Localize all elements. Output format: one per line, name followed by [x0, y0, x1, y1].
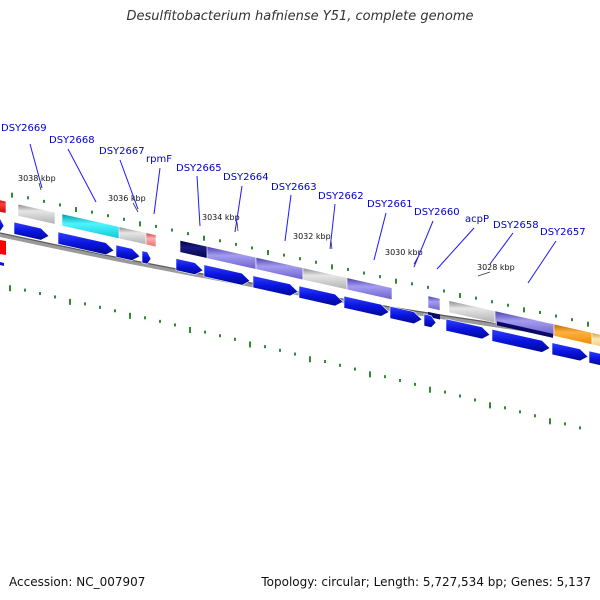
gene-label: DSY2660: [414, 207, 460, 218]
kbp-label: 3028 kbp: [477, 263, 515, 272]
gene-leader-line: [119, 159, 139, 210]
gene-leader-line: [436, 227, 475, 270]
cds-arrow: [141, 250, 152, 265]
kbp-leader: [477, 271, 491, 277]
gene-label: DSY2658: [493, 220, 539, 231]
cds-arrow: [175, 258, 204, 275]
kbp-leader: [236, 221, 239, 232]
gene-feature-bar: [0, 240, 6, 255]
kbp-label: 3036 kbp: [108, 194, 146, 203]
gene-leader-line: [153, 167, 161, 215]
cds-arrow: [115, 244, 141, 261]
kbp-label: 3038 kbp: [18, 174, 56, 183]
gene-leader-line: [29, 143, 43, 189]
gene-label: DSY2662: [318, 191, 364, 202]
gene-leader-line: [67, 148, 97, 203]
cds-arrow: [13, 221, 50, 241]
cds-arrow: [491, 328, 551, 353]
gene-feature-bar: [427, 295, 441, 311]
gene-feature-bar: [302, 267, 348, 291]
kbp-leader: [132, 202, 139, 213]
gene-label: DSY2664: [223, 172, 269, 183]
kbp-label: 3032 kbp: [293, 232, 331, 241]
gene-label: DSY2661: [367, 199, 413, 210]
cds-arrow: [57, 231, 115, 256]
gene-leader-line: [413, 220, 434, 268]
gene-feature-bar: [428, 311, 440, 320]
gene-label: DSY2663: [271, 182, 317, 193]
cds-arrow: [0, 262, 4, 266]
gene-label: DSY2669: [1, 123, 47, 134]
cds-arrow: [551, 342, 589, 362]
cds-arrow: [588, 350, 600, 366]
gene-label: acpP: [465, 214, 489, 225]
gene-label: DSY2665: [176, 163, 222, 174]
gene-leader-line: [527, 240, 557, 284]
gene-label: DSY2668: [49, 135, 95, 146]
gene-feature-bar: [17, 203, 56, 225]
kbp-leader: [38, 182, 42, 191]
gene-label: rpmF: [146, 154, 172, 165]
gene-feature-bar: [179, 239, 209, 259]
kbp-label: 3030 kbp: [385, 248, 423, 257]
map-title: Desulfitobacterium hafniense Y51, comple…: [126, 9, 474, 24]
cds-arrow: [203, 264, 251, 286]
gene-feature-bar: [553, 323, 593, 345]
gene-leader-line: [329, 203, 336, 250]
gene-label: DSY2657: [540, 227, 586, 238]
cds-arrow: [298, 285, 344, 307]
gene-feature-bar: [206, 245, 257, 270]
gene-feature-bar: [497, 321, 553, 338]
gene-label: DSY2667: [99, 146, 145, 157]
accession-text: Accession: NC_007907: [9, 575, 146, 589]
cds-arrow: [343, 295, 390, 317]
cds-arrow: [252, 275, 299, 297]
gene-leader-line: [234, 185, 243, 233]
cds-arrow: [0, 218, 5, 232]
gene-feature-bar: [0, 199, 7, 214]
gene-leader-line: [373, 212, 387, 261]
topology-summary: Topology: circular; Length: 5,727,534 bp…: [261, 575, 591, 589]
kbp-label: 3034 kbp: [202, 213, 240, 222]
cds-arrow: [389, 305, 423, 325]
gene-leader-line: [284, 194, 292, 242]
gene-feature-bar: [118, 226, 147, 246]
gene-feature-bar: [145, 232, 157, 248]
gene-leader-line: [489, 232, 514, 265]
gene-feature-bar: [346, 277, 393, 301]
gene-feature-bar: [255, 256, 304, 281]
gene-feature-bar: [591, 332, 600, 347]
cds-arrow: [445, 318, 491, 340]
gene-leader-line: [196, 175, 201, 227]
cds-arrow: [423, 313, 437, 328]
